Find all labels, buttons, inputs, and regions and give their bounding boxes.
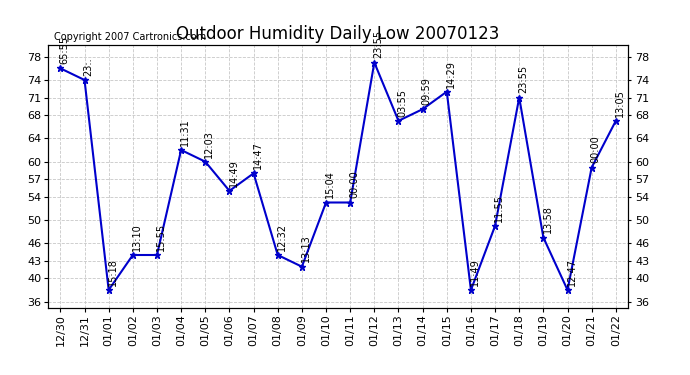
Text: 12:47: 12:47 (566, 258, 577, 286)
Text: 00:00: 00:00 (591, 136, 601, 164)
Text: 15:55: 15:55 (156, 223, 166, 251)
Text: 15:18: 15:18 (108, 258, 118, 286)
Text: 09:59: 09:59 (422, 77, 432, 105)
Text: 13:10: 13:10 (132, 223, 142, 251)
Text: 03:55: 03:55 (397, 88, 408, 117)
Text: 23:.: 23:. (83, 57, 94, 76)
Text: 14:29: 14:29 (446, 60, 456, 87)
Text: 23:55: 23:55 (373, 30, 384, 58)
Text: 14:47: 14:47 (253, 141, 263, 169)
Text: 13:13: 13:13 (301, 235, 311, 262)
Text: 12:32: 12:32 (277, 223, 287, 251)
Text: 11:31: 11:31 (180, 118, 190, 146)
Text: 11:55: 11:55 (494, 194, 504, 222)
Text: 00:00: 00:00 (349, 171, 359, 198)
Text: 65:55: 65:55 (59, 36, 70, 64)
Text: 11:49: 11:49 (470, 258, 480, 286)
Title: Outdoor Humidity Daily Low 20070123: Outdoor Humidity Daily Low 20070123 (177, 26, 500, 44)
Text: Copyright 2007 Cartronics.com: Copyright 2007 Cartronics.com (54, 32, 206, 42)
Text: 13:05: 13:05 (615, 89, 625, 117)
Text: 14:49: 14:49 (228, 159, 239, 187)
Text: 23:55: 23:55 (518, 65, 529, 93)
Text: 15:04: 15:04 (325, 171, 335, 198)
Text: 13:58: 13:58 (542, 206, 553, 233)
Text: 12:03: 12:03 (204, 130, 215, 158)
